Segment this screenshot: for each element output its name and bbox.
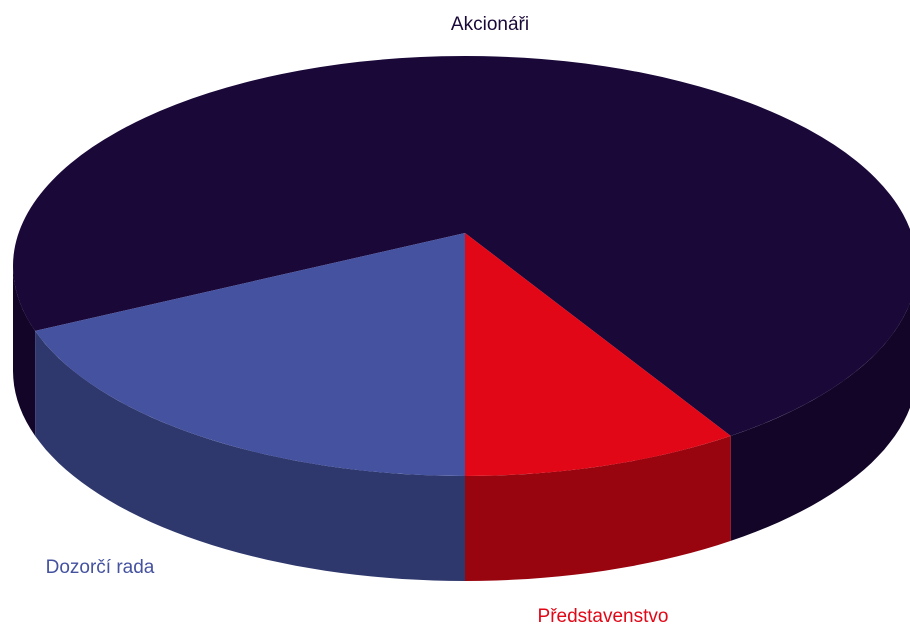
slice-side bbox=[35, 330, 465, 581]
slice-side bbox=[465, 435, 731, 581]
slice bbox=[35, 233, 465, 476]
slice-label: Akcionáři bbox=[451, 14, 529, 35]
slice-side bbox=[13, 266, 36, 436]
slice bbox=[465, 233, 731, 476]
slice bbox=[13, 56, 910, 436]
slice-label: Představenstvo bbox=[538, 606, 669, 627]
slice-side bbox=[730, 302, 910, 541]
slice-label: Dozorčí rada bbox=[46, 557, 155, 578]
